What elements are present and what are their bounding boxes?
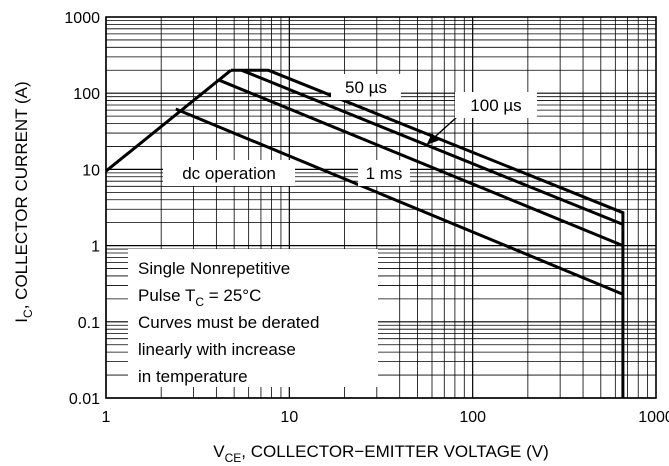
curve-label-bg xyxy=(163,160,295,186)
y-tick-label: 1 xyxy=(91,239,100,256)
curve-line xyxy=(175,107,624,296)
note-line-text: Single Nonrepetitive xyxy=(138,259,290,278)
note-line: in temperature xyxy=(138,367,248,386)
curve-label-bg xyxy=(358,160,410,186)
x-tick-label: 10 xyxy=(280,409,298,426)
y-tick-label: 10 xyxy=(82,162,100,179)
curve-line xyxy=(230,68,625,398)
x-tick-label: 1 xyxy=(102,409,111,426)
x-tick-label: 100 xyxy=(459,409,486,426)
y-tick-label: 0.01 xyxy=(69,391,100,408)
curve-line xyxy=(217,78,624,247)
x-axis-title-rest: , COLLECTOR−EMITTER VOLTAGE (V) xyxy=(241,442,548,461)
note-line-text: in temperature xyxy=(138,367,248,386)
note-box: Single Nonrepetitive Pulse TC = 25°C Curve… xyxy=(128,249,378,387)
curve-label: 1 ms xyxy=(366,164,403,183)
pointer-head xyxy=(426,133,439,145)
curve-label-bg xyxy=(331,74,401,100)
note-line-text: Curves must be derated xyxy=(138,313,319,332)
curves xyxy=(105,68,625,398)
note-line: Single Nonrepetitive xyxy=(138,259,290,278)
note-line: linearly with increase xyxy=(138,340,296,359)
x-tick-label: 1000 xyxy=(638,409,669,426)
grid xyxy=(105,17,656,399)
curve-label: dc operation xyxy=(182,164,276,183)
y-axis-title-sub: C xyxy=(21,309,35,318)
note-box-bg xyxy=(128,249,378,387)
x-axis-title: VCE, COLLECTOR−EMITTER VOLTAGE (V) xyxy=(213,442,549,465)
x-tick-labels: 1 10 100 1000 xyxy=(102,409,669,426)
curve-labels: 50 µs 100 µs 1 ms dc operation xyxy=(163,74,537,186)
x-axis-title-sub: CE xyxy=(225,451,242,465)
note-line-sub: C xyxy=(195,295,204,309)
curve-line xyxy=(105,69,232,173)
y-tick-label: 1000 xyxy=(64,10,100,27)
plot-frame xyxy=(105,16,657,399)
note-line: Pulse TC = 25°C xyxy=(138,286,261,309)
note-line-after: = 25°C xyxy=(204,286,261,305)
x-axis-title-main: V xyxy=(213,442,225,461)
curve-label: 100 µs xyxy=(470,96,521,115)
note-line-text: Pulse T xyxy=(138,286,195,305)
y-axis-title: IC, COLLECTOR CURRENT (A) xyxy=(12,81,35,322)
note-line: Curves must be derated xyxy=(138,313,319,332)
y-tick-labels: 0.01 0.1 1 10 100 1000 xyxy=(64,10,100,408)
note-line-text: linearly with increase xyxy=(138,340,296,359)
curve-label: 50 µs xyxy=(345,78,387,97)
y-axis-title-main: I xyxy=(12,318,31,323)
y-tick-label: 100 xyxy=(73,86,100,103)
y-axis-title-rest: , COLLECTOR CURRENT (A) xyxy=(12,81,31,309)
y-tick-label: 0.1 xyxy=(78,315,100,332)
curve-label-bg xyxy=(455,92,537,118)
curve-line xyxy=(241,68,624,226)
